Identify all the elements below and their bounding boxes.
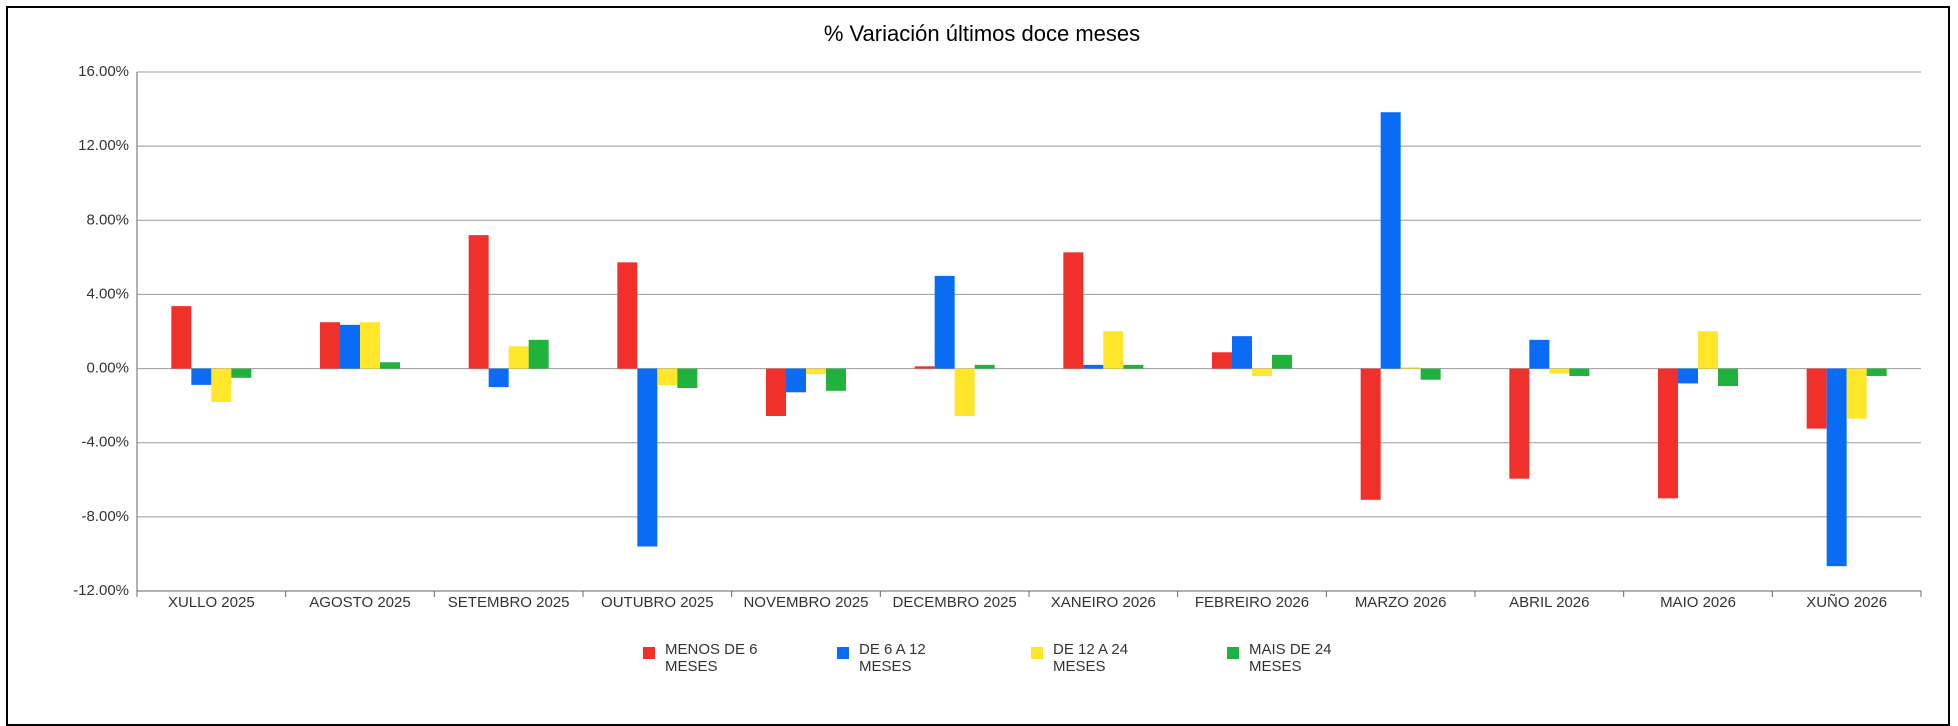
y-tick-label: 16.00% bbox=[78, 63, 129, 80]
bar bbox=[1252, 368, 1272, 376]
bar bbox=[528, 339, 549, 369]
bar bbox=[1103, 331, 1124, 369]
bar bbox=[954, 368, 975, 417]
legend-label: DE 12 A 24 MESES bbox=[1053, 641, 1129, 675]
bar bbox=[320, 322, 340, 369]
y-tick-label: 4.00% bbox=[86, 285, 129, 302]
bar bbox=[974, 364, 995, 369]
bar bbox=[1866, 368, 1887, 376]
bar bbox=[1123, 364, 1144, 369]
x-tick-label: SETEMBRO 2025 bbox=[448, 594, 570, 611]
y-tick-label: 0.00% bbox=[86, 360, 129, 377]
legend-item: MAIS DE 24 MESES bbox=[1227, 641, 1369, 675]
x-tick-label: NOVEMBRO 2025 bbox=[743, 594, 868, 611]
legend-swatch bbox=[643, 647, 655, 659]
bar bbox=[1232, 336, 1252, 369]
x-tick-label: ABRIL 2026 bbox=[1509, 594, 1589, 611]
bar bbox=[1360, 368, 1381, 500]
y-tick-label: 8.00% bbox=[86, 211, 129, 228]
bar bbox=[1678, 368, 1698, 384]
bar bbox=[1509, 368, 1530, 479]
bar bbox=[508, 346, 529, 369]
bar bbox=[1420, 368, 1441, 380]
bar bbox=[1846, 368, 1867, 419]
bar bbox=[211, 368, 232, 402]
x-tick-label: DECEMBRO 2025 bbox=[893, 594, 1017, 611]
legend-label: MENOS DE 6 MESES bbox=[665, 641, 758, 675]
x-tick-label: FEBREIRO 2026 bbox=[1195, 594, 1309, 611]
bar bbox=[914, 366, 935, 369]
legend-item: MENOS DE 6 MESES bbox=[643, 641, 785, 675]
bar bbox=[677, 368, 698, 389]
y-tick-label: -8.00% bbox=[81, 508, 129, 525]
bar bbox=[1063, 252, 1084, 369]
bar bbox=[934, 275, 955, 369]
bar bbox=[191, 368, 212, 385]
bar bbox=[766, 368, 786, 417]
bar bbox=[340, 324, 360, 369]
bar bbox=[806, 368, 826, 375]
legend-swatch bbox=[837, 647, 849, 659]
x-tick-label: XUÑO 2026 bbox=[1806, 594, 1887, 611]
bar bbox=[1400, 367, 1421, 369]
chart-title: % Variación últimos doce meses bbox=[824, 21, 1140, 46]
legend-item: DE 6 A 12 MESES bbox=[837, 641, 979, 675]
bar bbox=[637, 368, 658, 547]
y-tick-label: -4.00% bbox=[81, 434, 129, 451]
bar bbox=[1569, 368, 1590, 376]
bar bbox=[1529, 339, 1550, 369]
x-tick-label: MAIO 2026 bbox=[1660, 594, 1736, 611]
x-tick-label: XANEIRO 2026 bbox=[1051, 594, 1156, 611]
bar bbox=[1549, 368, 1570, 374]
legend-label: MAIS DE 24 MESES bbox=[1249, 641, 1332, 675]
bar bbox=[231, 368, 252, 378]
bar bbox=[826, 368, 846, 391]
bar bbox=[360, 322, 380, 369]
bar bbox=[657, 368, 678, 386]
y-tick-label: -12.00% bbox=[73, 582, 129, 599]
legend-label: DE 6 A 12 MESES bbox=[859, 641, 926, 675]
bar bbox=[1806, 368, 1827, 429]
bar bbox=[1826, 368, 1847, 567]
bar bbox=[1212, 352, 1232, 369]
legend-swatch bbox=[1031, 647, 1043, 659]
bar bbox=[1658, 368, 1678, 499]
bar bbox=[1698, 331, 1718, 369]
page: {"chart_data": {"type": "bar", "title": … bbox=[0, 6, 1958, 726]
bar bbox=[1272, 354, 1292, 369]
bar bbox=[1380, 112, 1401, 369]
bar bbox=[488, 368, 509, 388]
x-tick-label: OUTUBRO 2025 bbox=[601, 594, 714, 611]
bar bbox=[468, 235, 489, 369]
bar bbox=[1083, 364, 1104, 369]
bar bbox=[380, 362, 400, 369]
x-tick-label: MARZO 2026 bbox=[1355, 594, 1447, 611]
legend: MENOS DE 6 MESES DE 6 A 12 MESES DE 12 A 2… bbox=[0, 641, 1958, 701]
bar bbox=[617, 262, 638, 369]
x-tick-label: AGOSTO 2025 bbox=[309, 594, 410, 611]
bar bbox=[1718, 368, 1738, 386]
y-tick-label: 12.00% bbox=[78, 137, 129, 154]
bar bbox=[786, 368, 806, 393]
x-tick-label: XULLO 2025 bbox=[168, 594, 255, 611]
bar bbox=[171, 306, 192, 369]
chart: % Variación últimos doce meses -12.00% -8… bbox=[73, 21, 1922, 611]
legend-swatch bbox=[1227, 647, 1239, 659]
legend-item: DE 12 A 24 MESES bbox=[1031, 641, 1173, 675]
